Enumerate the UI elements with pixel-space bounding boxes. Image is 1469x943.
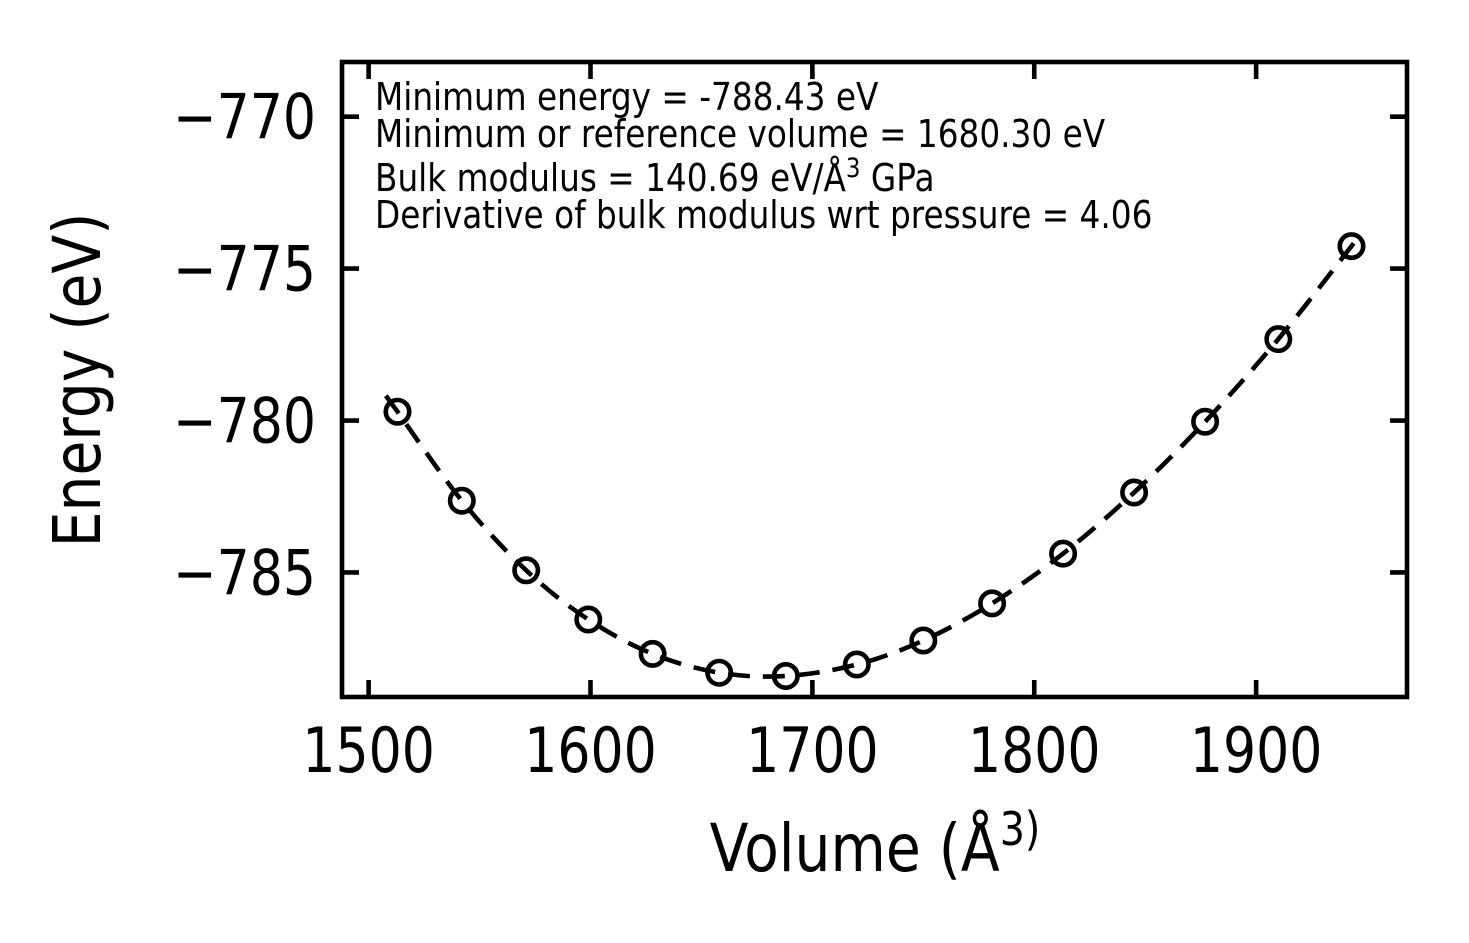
annotation-line-4: Derivative of bulk modulus wrt pressure …: [375, 194, 1152, 238]
annotation-line-group: Derivative of bulk modulus wrt pressure …: [375, 194, 1152, 238]
annotation-line-1: Minimum energy = -788.43 eV: [375, 76, 879, 120]
data-point-marker: [383, 397, 412, 426]
y-tick-label: −775: [173, 233, 316, 306]
y-tick-label: −770: [173, 81, 316, 154]
data-point-marker: [1337, 232, 1366, 261]
x-tick-label: 1600: [524, 715, 657, 788]
y-tick-label-group: −775: [173, 233, 316, 306]
eos-fit-curve: [384, 232, 1363, 679]
y-tick-label-group: −785: [173, 537, 316, 610]
annotation-line-group: Bulk modulus = 140.69 eV/Å3​ GPa: [375, 152, 935, 200]
data-point-marker: [1264, 325, 1293, 354]
x-tick-label-group: 1900: [1190, 715, 1323, 788]
annotation-line-group: Minimum or reference volume = 1680.30 eV: [375, 113, 1106, 157]
plot-frame: [339, 59, 1410, 700]
data-point-marker: [574, 605, 603, 634]
data-point-marker: [1120, 478, 1149, 507]
x-axis-label: Volume (Å3)​: [710, 803, 1041, 887]
annotation-line-3: Bulk modulus = 140.69 eV/Å3​ GPa: [375, 152, 935, 200]
x-tick-label-group: 1600: [524, 715, 657, 788]
x-tick-label: 1800: [968, 715, 1101, 788]
x-tick-label-group: 1700: [746, 715, 879, 788]
y-axis-label: Energy (eV): [39, 213, 116, 548]
y-tick-label: −785: [173, 537, 316, 610]
annotation-line-2: Minimum or reference volume = 1680.30 eV: [375, 113, 1106, 157]
annotation-line-group: Minimum energy = -788.43 eV: [375, 76, 879, 120]
x-tick-label: 1500: [302, 715, 435, 788]
y-tick-label-group: −780: [173, 385, 316, 458]
data-point-marker: [978, 589, 1007, 618]
x-tick-label-group: 1800: [968, 715, 1101, 788]
data-point-marker: [771, 661, 800, 690]
x-tick-label: 1700: [746, 715, 879, 788]
x-tick-label: 1900: [1190, 715, 1323, 788]
x-axis-label-group: Volume (Å3)​: [710, 803, 1041, 887]
y-tick-label: −780: [173, 385, 316, 458]
data-point-marker: [512, 556, 541, 585]
data-point-marker: [447, 486, 476, 515]
data-point-marker: [909, 626, 938, 655]
x-tick-label-group: 1500: [302, 715, 435, 788]
data-point-marker: [638, 639, 667, 668]
data-point-marker: [842, 650, 871, 679]
data-point-marker: [1191, 407, 1220, 436]
data-point-marker: [1049, 539, 1078, 568]
y-axis-label-group: Energy (eV): [39, 213, 116, 548]
y-tick-label-group: −770: [173, 81, 316, 154]
data-point-marker: [705, 658, 734, 687]
data-point-markers: [383, 232, 1366, 690]
